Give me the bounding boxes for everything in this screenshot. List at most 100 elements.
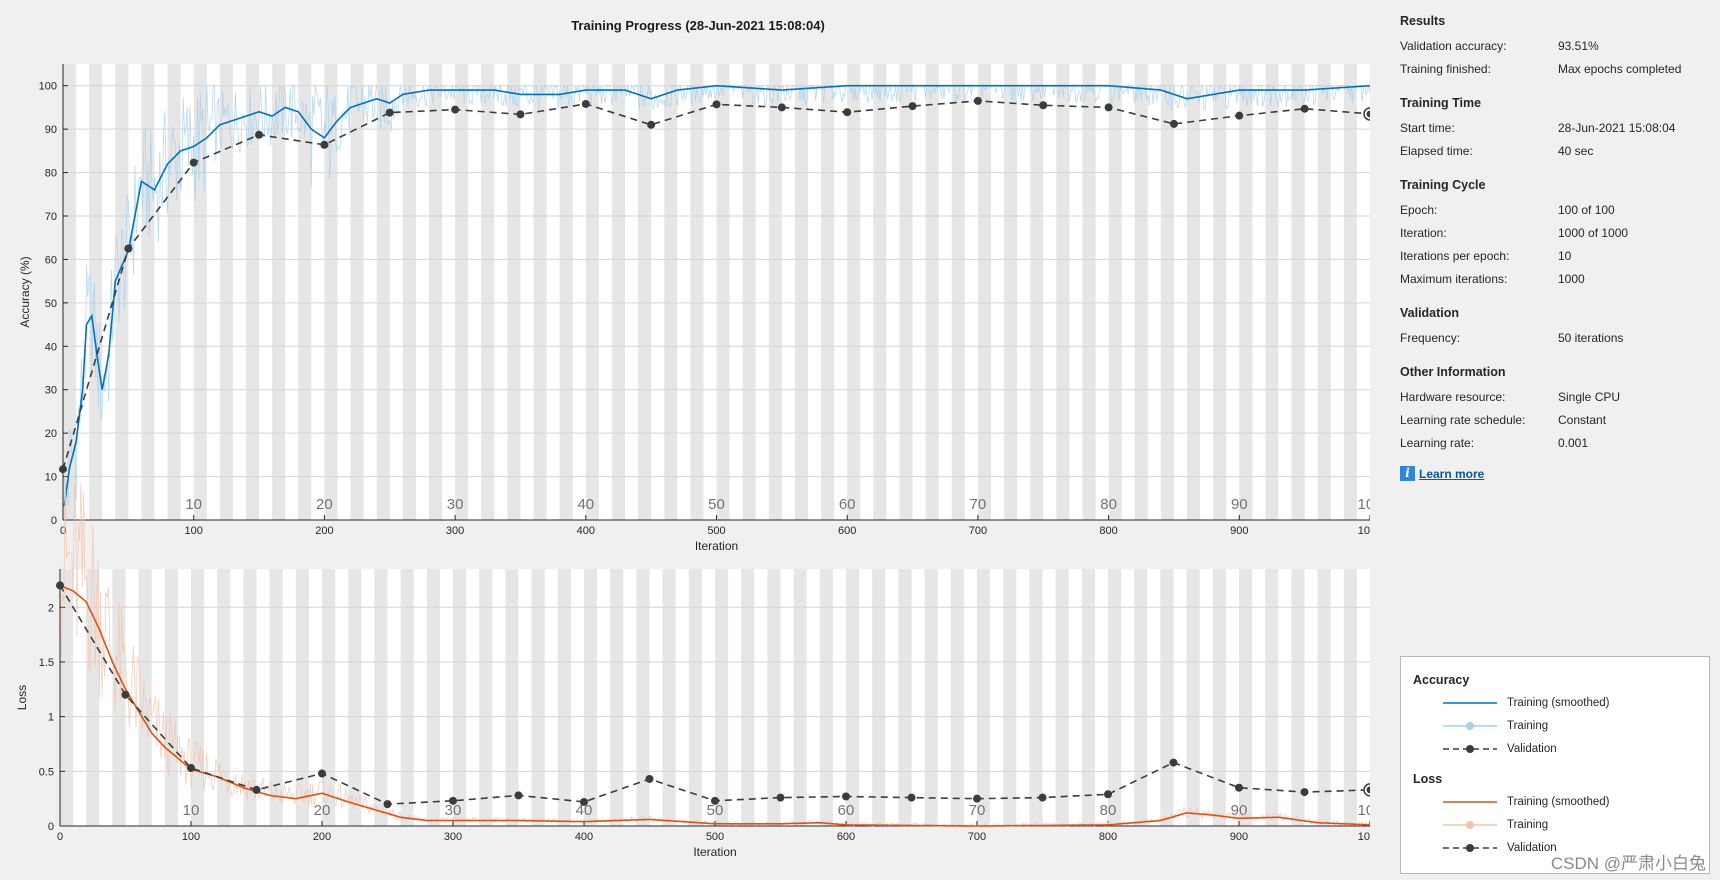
validation-point <box>712 100 721 109</box>
legend-label: Validation <box>1507 841 1557 854</box>
epoch-label: 80 <box>1100 802 1117 819</box>
info-key: Iteration: <box>1400 225 1447 240</box>
y-tick-label: 0.5 <box>39 766 54 778</box>
x-tick-label: 900 <box>1230 525 1248 537</box>
validation-point <box>843 108 852 117</box>
info-key: Validation accuracy: <box>1400 38 1507 53</box>
epoch-band <box>715 569 729 826</box>
epoch-band <box>688 569 702 826</box>
info-row: Learning rate schedule: Constant <box>1400 408 1710 431</box>
x-tick-label: 700 <box>969 525 987 537</box>
validation-point <box>385 108 394 117</box>
epoch-band <box>453 569 467 826</box>
epoch-band <box>1239 64 1253 520</box>
epoch-label: 10 <box>183 802 200 819</box>
epoch-band <box>507 64 521 520</box>
learn-more-link[interactable]: Learn more <box>1419 466 1485 481</box>
legend-loss-heading: Loss <box>1413 772 1443 786</box>
x-tick-label: 500 <box>707 525 725 537</box>
validation-point <box>252 785 261 794</box>
epoch-band <box>1343 569 1357 826</box>
epoch-band <box>584 569 598 826</box>
epoch-band <box>1081 569 1095 826</box>
validation-point <box>1300 104 1309 113</box>
info-key: Learning rate schedule: <box>1400 412 1526 427</box>
info-value: 10 <box>1558 248 1572 263</box>
legend-item-accuracy-training: Training <box>1401 714 1709 737</box>
epoch-band <box>1213 64 1227 520</box>
validation-point <box>776 793 785 802</box>
legend-item-loss-training: Training <box>1401 813 1709 836</box>
y-tick-label: 40 <box>45 341 57 353</box>
info-row: Iterations per epoch: 10 <box>1400 244 1710 267</box>
info-row: Learning rate: 0.001 <box>1400 431 1710 454</box>
epoch-band <box>951 64 965 520</box>
epoch-band <box>898 569 912 826</box>
info-key: Frequency: <box>1400 330 1461 345</box>
loss-plot: 0100200300400500600700800900100000.511.5… <box>15 471 1370 859</box>
y-tick-label: 50 <box>45 298 57 310</box>
validation-point <box>973 96 982 105</box>
training-smoothed-line <box>61 585 1370 827</box>
epoch-band <box>977 569 991 826</box>
x-tick-label: 600 <box>837 831 855 843</box>
epoch-band <box>741 569 755 826</box>
epoch-band <box>1317 569 1331 826</box>
epoch-band <box>348 569 362 826</box>
epoch-label: 50 <box>707 802 724 819</box>
epoch-band <box>1082 64 1096 520</box>
epoch-band <box>1239 569 1253 826</box>
info-value: 100 of 100 <box>1558 202 1615 217</box>
info-row: Epoch: 100 of 100 <box>1400 198 1710 221</box>
validation-point <box>711 796 719 805</box>
epoch-band <box>767 569 781 826</box>
info-key: Iterations per epoch: <box>1400 248 1510 263</box>
epoch-band <box>374 569 388 826</box>
validation-point <box>516 110 525 119</box>
y-tick-label: 20 <box>45 428 57 440</box>
legend-label: Training (smoothed) <box>1507 795 1610 808</box>
epoch-band <box>662 569 676 826</box>
legend-line-icon <box>1443 701 1497 704</box>
x-tick-label: 600 <box>838 525 856 537</box>
epoch-band <box>324 64 338 520</box>
training-smoothed-line <box>63 84 1370 507</box>
epoch-label: 100 <box>1357 496 1370 513</box>
info-key: Training finished: <box>1400 61 1491 76</box>
epoch-band <box>164 569 178 826</box>
legend-line-icon <box>1443 800 1497 803</box>
y-tick-label: 1 <box>48 712 54 724</box>
validation-point <box>907 793 916 802</box>
legend-label: Validation <box>1507 742 1557 755</box>
epoch-band <box>1317 64 1331 520</box>
epoch-band <box>350 64 364 520</box>
x-tick-label: 800 <box>1099 525 1117 537</box>
epoch-band <box>821 64 835 520</box>
validation-point <box>255 130 264 139</box>
epoch-label: 40 <box>576 802 593 819</box>
validation-point <box>56 581 64 590</box>
epoch-band <box>1108 64 1122 520</box>
info-value: 1000 of 1000 <box>1558 225 1629 240</box>
epoch-band <box>531 569 545 826</box>
epoch-band <box>1030 64 1044 520</box>
validation-point <box>1300 788 1309 797</box>
epoch-band <box>245 64 260 520</box>
epoch-band <box>141 64 155 520</box>
epoch-band <box>847 64 861 520</box>
epoch-band <box>533 64 547 520</box>
info-row: Validation accuracy: 93.51% <box>1400 34 1710 57</box>
epoch-band <box>295 569 309 826</box>
validation-point <box>842 792 850 801</box>
final-marker <box>1366 786 1370 794</box>
training-cycle-heading: Training Cycle <box>1400 178 1486 192</box>
epoch-band <box>455 64 469 520</box>
epoch-band <box>217 569 231 826</box>
info-key: Epoch: <box>1400 202 1438 217</box>
x-axis-label: Iteration <box>693 845 736 859</box>
epoch-label: 80 <box>1100 496 1117 513</box>
x-tick-label: 300 <box>446 525 464 537</box>
info-row: Maximum iterations: 1000 <box>1400 267 1710 290</box>
info-row: Frequency: 50 iterations <box>1400 326 1710 349</box>
x-tick-label: 200 <box>315 525 333 537</box>
